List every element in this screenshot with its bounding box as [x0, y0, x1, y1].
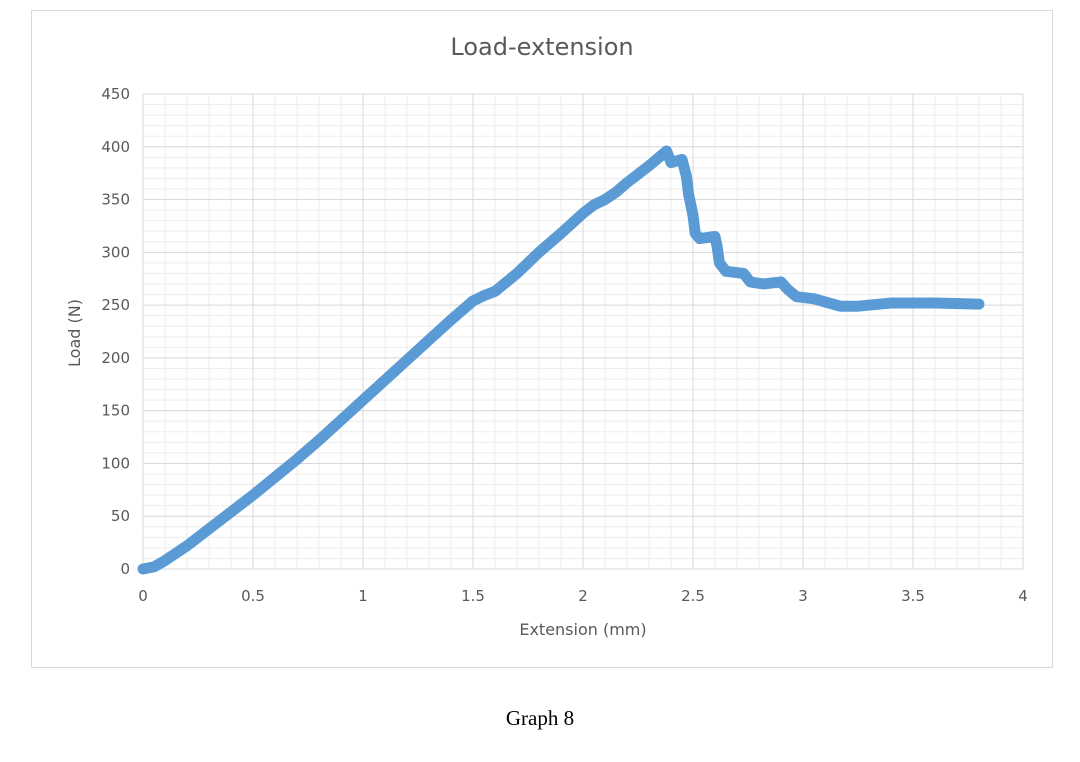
svg-text:3: 3 [798, 587, 808, 605]
svg-text:200: 200 [101, 349, 130, 367]
svg-text:0: 0 [120, 560, 130, 578]
chart-container: 0 0.5 1 1.5 2 2.5 3 3.5 4 0 50 100 150 200 250 300 350 4… [31, 10, 1053, 668]
svg-text:100: 100 [101, 454, 130, 472]
chart-title: Load-extension [450, 33, 633, 61]
svg-text:150: 150 [101, 402, 130, 420]
data-series [137, 145, 985, 575]
svg-text:400: 400 [101, 138, 130, 156]
y-axis-label: Load (N) [65, 299, 84, 367]
svg-text:4: 4 [1018, 587, 1028, 605]
svg-text:300: 300 [101, 243, 130, 261]
svg-text:50: 50 [111, 507, 130, 525]
svg-text:1: 1 [358, 587, 368, 605]
svg-text:350: 350 [101, 191, 130, 209]
svg-text:3.5: 3.5 [901, 587, 925, 605]
figure-caption: Graph 8 [505, 706, 575, 730]
y-axis-tick-labels: 0 50 100 150 200 250 300 350 400 450 [101, 85, 130, 578]
svg-text:2: 2 [578, 587, 588, 605]
x-axis-label: Extension (mm) [519, 620, 646, 639]
svg-text:2.5: 2.5 [681, 587, 705, 605]
svg-text:250: 250 [101, 296, 130, 314]
x-axis-tick-labels: 0 0.5 1 1.5 2 2.5 3 3.5 4 [138, 587, 1028, 605]
svg-text:450: 450 [101, 85, 130, 103]
svg-text:0.5: 0.5 [241, 587, 265, 605]
svg-text:0: 0 [138, 587, 148, 605]
chart-plot: 0 0.5 1 1.5 2 2.5 3 3.5 4 0 50 100 150 200 250 300 350 4… [65, 33, 1028, 639]
svg-text:1.5: 1.5 [461, 587, 485, 605]
